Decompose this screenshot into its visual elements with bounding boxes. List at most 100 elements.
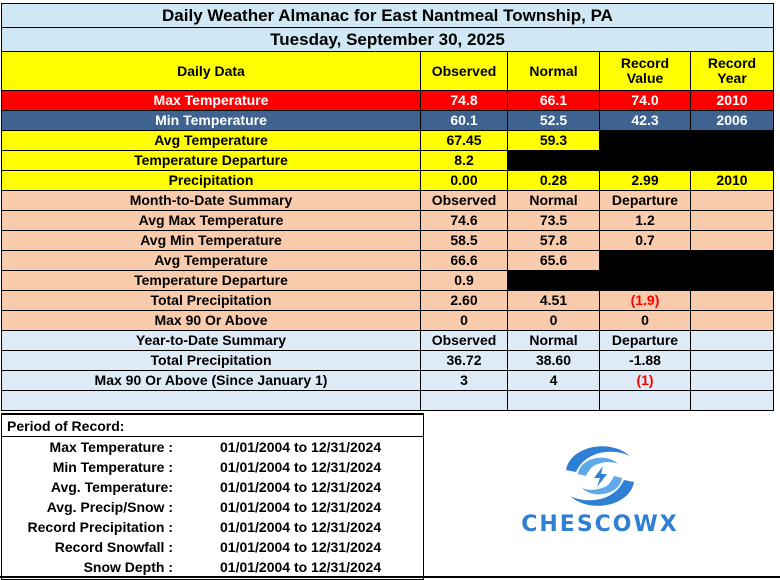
mtd-row: Max 90 Or Above 0 0 0	[1, 310, 774, 331]
ytd-col-observed: Observed	[420, 330, 508, 351]
mtd-row: Total Precipitation 2.60 4.51 (1.9)	[1, 290, 774, 311]
ytd-title: Year-to-Date Summary	[1, 330, 421, 351]
mtd-departure: 1.2	[599, 210, 691, 231]
blank-cell	[507, 270, 600, 291]
ytd-departure: -1.88	[599, 350, 691, 371]
mtd-departure: 0	[599, 310, 691, 331]
mtd-label: Temperature Departure	[1, 270, 421, 291]
por-row: Min Temperature : 01/01/2004 to 12/31/20…	[2, 459, 423, 479]
max-temp-label: Max Temperature	[1, 90, 421, 111]
almanac-table: Daily Weather Almanac for East Nantmeal …	[1, 3, 774, 411]
ytd-col-departure: Departure	[599, 330, 691, 351]
page-title: Daily Weather Almanac for East Nantmeal …	[1, 3, 774, 28]
temp-departure-observed: 8.2	[420, 150, 508, 171]
row-avg-temp: Avg Temperature 67.45 59.3	[1, 130, 774, 151]
blank-cell	[599, 130, 691, 151]
mtd-label: Avg Temperature	[1, 250, 421, 271]
mtd-normal: 0	[507, 310, 600, 331]
por-label: Min Temperature :	[52, 459, 173, 475]
ytd-departure: (1)	[599, 370, 691, 391]
mtd-observed: 74.6	[420, 210, 508, 231]
mtd-departure: 0.7	[599, 230, 691, 251]
blank-cell	[420, 390, 508, 411]
por-range: 01/01/2004 to 12/31/2024	[220, 439, 382, 455]
por-label: Snow Depth :	[83, 559, 173, 575]
mtd-observed: 0	[420, 310, 508, 331]
mtd-label: Max 90 Or Above	[1, 310, 421, 331]
blank-cell	[507, 390, 600, 411]
blank-cell	[690, 270, 774, 291]
temp-departure-label: Temperature Departure	[1, 150, 421, 171]
header-normal: Normal	[507, 51, 600, 91]
mtd-normal: 73.5	[507, 210, 600, 231]
period-of-record-box: Period of Record: Max Temperature : 01/0…	[1, 413, 424, 580]
row-min-temp: Min Temperature 60.1 52.5 42.3 2006	[1, 110, 774, 131]
blank-cell	[690, 230, 774, 251]
ytd-label: Max 90 Or Above (Since January 1)	[1, 370, 421, 391]
por-row: Avg. Temperature: 01/01/2004 to 12/31/20…	[2, 479, 423, 499]
header-daily-data: Daily Data	[1, 51, 421, 91]
max-temp-normal: 66.1	[507, 90, 600, 111]
por-range: 01/01/2004 to 12/31/2024	[220, 499, 382, 515]
por-range: 01/01/2004 to 12/31/2024	[220, 539, 382, 555]
divider	[0, 576, 780, 578]
ytd-row: Total Precipitation 36.72 38.60 -1.88	[1, 350, 774, 371]
date-title: Tuesday, September 30, 2025	[1, 27, 774, 52]
mtd-label: Total Precipitation	[1, 290, 421, 311]
blank-cell	[690, 210, 774, 231]
ytd-observed: 36.72	[420, 350, 508, 371]
mtd-observed: 66.6	[420, 250, 508, 271]
min-temp-observed: 60.1	[420, 110, 508, 131]
mtd-normal: 57.8	[507, 230, 600, 251]
por-range: 01/01/2004 to 12/31/2024	[220, 479, 382, 495]
min-temp-record-value: 42.3	[599, 110, 691, 131]
ytd-observed: 3	[420, 370, 508, 391]
ytd-header-row: Year-to-Date Summary Observed Normal Dep…	[1, 330, 774, 351]
ytd-label: Total Precipitation	[1, 350, 421, 371]
precip-record-value: 2.99	[599, 170, 691, 191]
mtd-departure: (1.9)	[599, 290, 691, 311]
avg-temp-label: Avg Temperature	[1, 130, 421, 151]
chescowx-logo: CHESCOWX	[470, 440, 730, 550]
min-temp-label: Min Temperature	[1, 110, 421, 131]
blank-cell	[690, 370, 774, 391]
mtd-observed: 2.60	[420, 290, 508, 311]
por-row: Avg. Precip/Snow : 01/01/2004 to 12/31/2…	[2, 499, 423, 519]
por-label: Record Snowfall :	[54, 539, 173, 555]
mtd-normal: 4.51	[507, 290, 600, 311]
blank-cell	[690, 130, 774, 151]
min-temp-record-year: 2006	[690, 110, 774, 131]
mtd-row: Avg Temperature 66.6 65.6	[1, 250, 774, 271]
mtd-label: Avg Max Temperature	[1, 210, 421, 231]
blank-cell	[690, 350, 774, 371]
avg-temp-observed: 67.45	[420, 130, 508, 151]
precip-record-year: 2010	[690, 170, 774, 191]
ytd-normal: 4	[507, 370, 600, 391]
mtd-row: Avg Min Temperature 58.5 57.8 0.7	[1, 230, 774, 251]
ytd-spacer-row	[1, 390, 774, 411]
mtd-title: Month-to-Date Summary	[1, 190, 421, 211]
mtd-row: Avg Max Temperature 74.6 73.5 1.2	[1, 210, 774, 231]
por-range: 01/01/2004 to 12/31/2024	[220, 559, 382, 575]
blank-cell	[507, 150, 600, 171]
blank-cell	[690, 250, 774, 271]
mtd-col-departure: Departure	[599, 190, 691, 211]
blank-cell	[599, 270, 691, 291]
blank-cell	[690, 150, 774, 171]
row-max-temp: Max Temperature 74.8 66.1 74.0 2010	[1, 90, 774, 111]
por-row: Snow Depth : 01/01/2004 to 12/31/2024	[2, 559, 423, 579]
por-range: 01/01/2004 to 12/31/2024	[220, 459, 382, 475]
mtd-label: Avg Min Temperature	[1, 230, 421, 251]
min-temp-normal: 52.5	[507, 110, 600, 131]
swirl-lightning-icon	[566, 446, 634, 506]
precip-normal: 0.28	[507, 170, 600, 191]
por-row: Record Precipitation : 01/01/2004 to 12/…	[2, 519, 423, 539]
blank-cell	[690, 330, 774, 351]
blank-cell	[599, 250, 691, 271]
por-row: Max Temperature : 01/01/2004 to 12/31/20…	[2, 439, 423, 459]
precip-observed: 0.00	[420, 170, 508, 191]
header-record-value: Record Value	[599, 51, 691, 91]
header-observed: Observed	[420, 51, 508, 91]
blank-cell	[599, 390, 691, 411]
